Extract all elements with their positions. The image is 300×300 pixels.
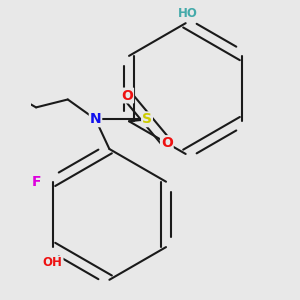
Text: OH: OH [43, 256, 63, 269]
Text: O: O [121, 88, 133, 103]
Text: S: S [142, 112, 152, 126]
Text: F: F [32, 175, 42, 189]
Text: HO: HO [178, 7, 198, 20]
Text: N: N [90, 112, 101, 126]
Text: O: O [161, 136, 173, 150]
